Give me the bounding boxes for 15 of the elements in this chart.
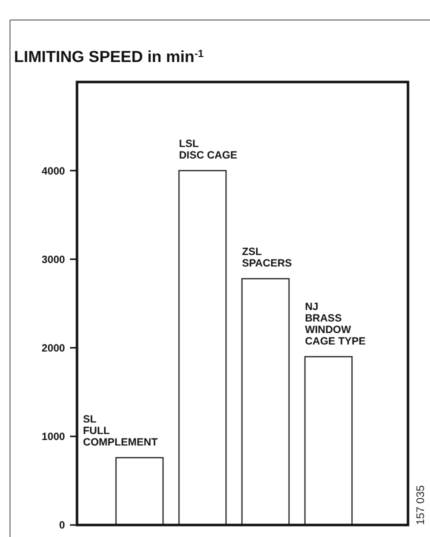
x-tick-label: NJ BRASS WINDOW CAGE TYPE [304, 301, 366, 348]
bar [241, 278, 290, 526]
y-tick-label: 1000 [42, 431, 66, 444]
text: 157 035 [415, 485, 427, 525]
chart-title: LIMITING SPEED in min$^{-1}$ [14, 48, 204, 66]
x-tick-label: LSL DISC CAGE [178, 138, 238, 162]
bar [115, 457, 164, 526]
bar [178, 170, 227, 526]
bar [304, 356, 353, 526]
y-tick-label: 2000 [42, 342, 66, 354]
y-tick-label: 0 [59, 520, 66, 532]
x-tick-label: SL FULL COMPLEMENT [83, 414, 158, 449]
x-tick-label: ZSL SPACERS [242, 246, 292, 270]
y-tick-label: 4000 [42, 165, 66, 178]
y-tick-label: 3000 [42, 254, 66, 266]
